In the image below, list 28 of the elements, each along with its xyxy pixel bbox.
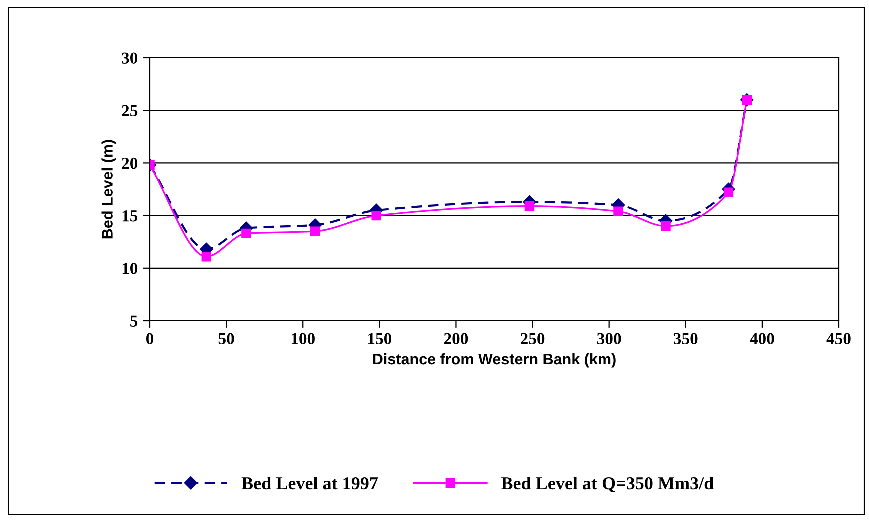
x-tick-label: 200 (444, 333, 468, 345)
x-tick-label: 400 (750, 333, 774, 345)
x-tick-label: 100 (292, 333, 315, 345)
point (524, 201, 535, 212)
y-axis-title: Bed Level (m) (102, 140, 116, 239)
point (372, 210, 382, 221)
x-tick-label: 350 (674, 333, 698, 345)
x-axis-title: Distance from Western Bank (km) (373, 353, 616, 368)
point (310, 226, 320, 236)
point (202, 252, 212, 262)
x-tick-label: 450 (826, 333, 851, 345)
y-tick-label: 20 (122, 158, 138, 170)
point (661, 221, 671, 232)
point (724, 188, 734, 198)
point (242, 228, 252, 239)
point (614, 206, 624, 216)
x-tick-label: 0 (146, 333, 154, 345)
x-tick-label: 150 (368, 333, 392, 345)
y-tick-label: 10 (122, 263, 138, 274)
x-tick-label: 50 (218, 333, 234, 345)
x-tick-label: 250 (520, 333, 545, 345)
y-tick-label: 15 (122, 210, 138, 222)
legend-label: Bed Level at 1997 (242, 476, 378, 490)
legend-label: Bed Level at Q=350 Mm3/d (502, 476, 714, 492)
y-tick-label: 30 (122, 52, 138, 64)
y-tick-label: 25 (122, 105, 138, 117)
y-tick-label: 5 (130, 316, 138, 327)
x-tick-label: 300 (597, 333, 622, 345)
